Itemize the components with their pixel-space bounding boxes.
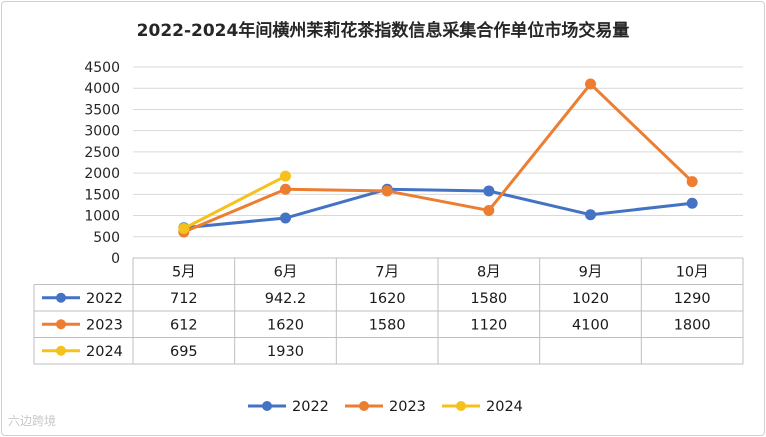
data-label: 1580 [470,291,507,307]
legend-marker [262,401,272,411]
y-tick-label: 3500 [84,102,120,118]
y-tick-label: 4000 [84,81,120,97]
table-series-name: 2022 [86,291,123,307]
data-label: 695 [170,344,198,360]
series-line [183,174,287,230]
table-legend-marker [56,292,66,303]
y-tick-label: 500 [93,230,120,246]
chart-title: 2022-2024年间横州茉莉花茶指数信息采集合作单位市场交易量 [137,20,630,41]
watermark: 六边跨境 [8,414,57,428]
y-tick-label: 0 [111,251,120,267]
x-tick-label: 5月 [172,264,196,280]
legend-marker [359,401,369,411]
table-legend-marker [56,345,66,356]
data-point [585,78,596,90]
data-point [178,223,190,235]
data-point [483,185,495,197]
data-point [585,209,596,221]
data-label: 942.2 [265,291,307,307]
series-line [183,82,694,234]
legend-label: 2022 [292,399,329,415]
data-label: 1800 [674,317,711,333]
y-tick-label: 3000 [84,124,120,140]
data-label: 4100 [572,317,609,333]
data-label: 612 [170,317,198,333]
table-series-name: 2023 [86,317,123,333]
legend-marker [456,401,466,411]
data-label: 1620 [267,317,304,333]
data-point [280,212,291,224]
data-point [381,185,393,197]
legend-label: 2023 [389,399,426,415]
x-tick-label: 8月 [477,264,501,280]
y-tick-label: 2000 [84,166,120,182]
legend: 2022 2023 2024 [248,399,523,415]
data-table: 5月 6月 7月 8月 9月 10月 2022 712 942.2 1620 1580 1020 129… [33,257,744,365]
data-label: 712 [170,291,198,307]
table-series-name: 2024 [86,344,123,360]
data-point [686,176,698,188]
data-label: 1580 [369,317,406,333]
y-tick-label: 2500 [84,145,120,161]
table-legend-marker [56,319,66,330]
legend-label: 2024 [486,399,523,415]
y-axis: 0 500 1000 1500 2000 2500 3000 3500 4000 4500 [84,60,120,267]
x-tick-label: 9月 [579,264,603,280]
series-line [183,187,693,230]
data-label: 1620 [369,291,406,307]
data-label: 1290 [674,291,711,307]
data-point [280,183,291,195]
data-label: 1930 [267,344,304,360]
data-label: 1020 [572,291,609,307]
data-label: 1120 [470,317,507,333]
data-point [483,204,495,216]
gridlines [133,66,743,238]
x-tick-label: 7月 [375,264,399,280]
x-tick-label: 6月 [274,264,298,280]
y-tick-label: 1500 [84,187,120,203]
data-point [280,170,291,182]
x-tick-label: 10月 [676,264,709,280]
series-lines [178,78,698,238]
y-tick-label: 4500 [84,60,120,76]
y-tick-label: 1000 [84,209,120,225]
data-point [686,197,698,209]
